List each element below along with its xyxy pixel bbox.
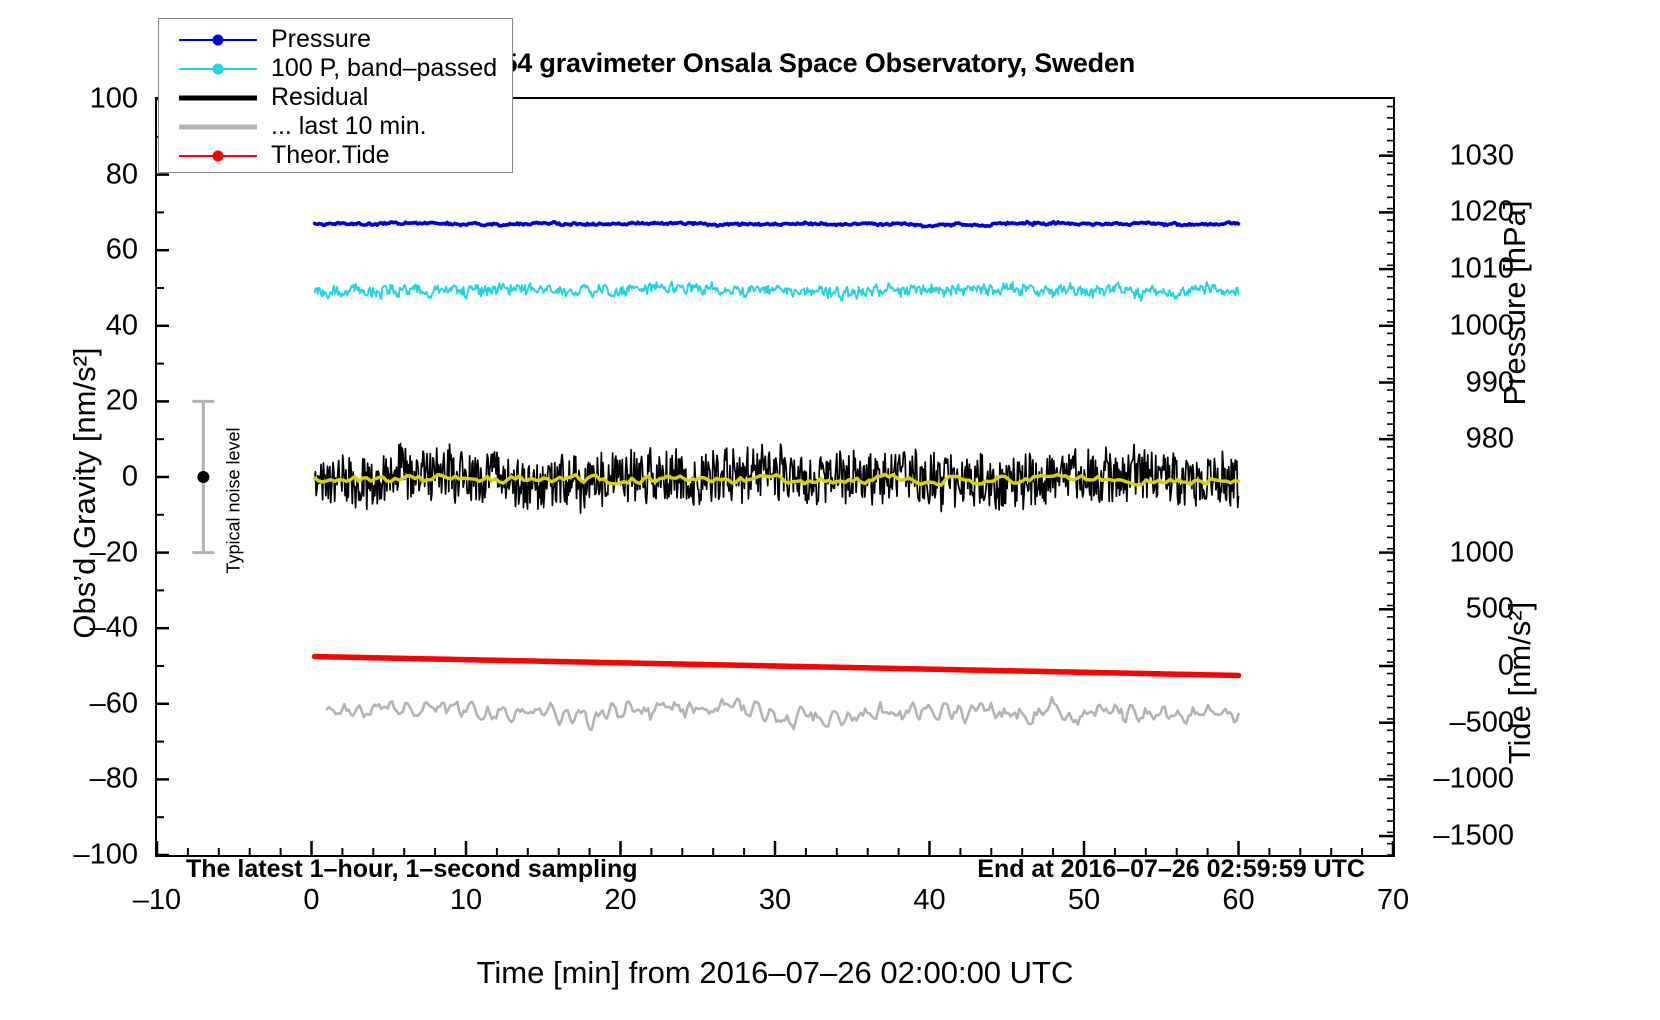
legend-marker-dot bbox=[212, 150, 224, 161]
legend-swatch bbox=[179, 88, 257, 108]
tide-tick-label: –1000 bbox=[1433, 762, 1514, 795]
x-tick-label: 60 bbox=[1222, 884, 1255, 916]
y-tick-label: –80 bbox=[89, 762, 138, 795]
legend-marker-dot bbox=[212, 34, 224, 45]
legend-label: 100 P, band–passed bbox=[271, 54, 498, 82]
legend-label: Theor.Tide bbox=[271, 141, 390, 169]
x-tick-label: –10 bbox=[132, 884, 182, 916]
pressure-tick-label: 1010 bbox=[1449, 252, 1514, 285]
legend-label: ... last 10 min. bbox=[271, 112, 427, 140]
legend: Pressure 100 P, band–passed Residual... la… bbox=[158, 18, 513, 173]
legend-swatch bbox=[179, 146, 257, 166]
legend-item: Residual bbox=[159, 83, 512, 112]
legend-swatch bbox=[179, 30, 257, 50]
y-tick-label: 60 bbox=[105, 233, 138, 266]
sampling-note: The latest 1–hour, 1–second sampling bbox=[186, 855, 638, 883]
pressure-tick-label: 1030 bbox=[1449, 139, 1514, 172]
y-tick-label: –20 bbox=[89, 536, 138, 569]
x-tick-label: 50 bbox=[1067, 884, 1101, 916]
legend-item: 100 P, band–passed bbox=[159, 54, 512, 83]
y-tick-label: 40 bbox=[105, 309, 138, 342]
tide-tick-label: 500 bbox=[1465, 592, 1514, 625]
x-axis-title: Time [min] from 2016–07–26 02:00:00 UTC bbox=[476, 955, 1074, 990]
legend-marker-dot bbox=[212, 63, 224, 74]
legend-line bbox=[179, 124, 257, 129]
end-time-note: End at 2016–07–26 02:59:59 UTC bbox=[977, 855, 1365, 883]
series-theor-tide bbox=[311, 653, 1242, 679]
x-tick-label: 10 bbox=[449, 884, 483, 916]
tide-tick-label: 1000 bbox=[1449, 536, 1514, 569]
legend-item: Theor.Tide bbox=[159, 141, 512, 170]
y-tick-label: 100 bbox=[89, 82, 138, 115]
legend-label: Residual bbox=[271, 83, 369, 111]
y-tick-label: –100 bbox=[73, 838, 138, 871]
legend-item: ... last 10 min. bbox=[159, 112, 512, 141]
pressure-tick-label: 1020 bbox=[1449, 195, 1514, 228]
y-tick-label: 20 bbox=[105, 384, 138, 417]
y-tick-label: –60 bbox=[89, 687, 138, 720]
legend-item: Pressure bbox=[159, 25, 512, 54]
pressure-axis-title: Pressure [hPa] bbox=[1497, 200, 1532, 406]
y-tick-label: –40 bbox=[89, 611, 138, 644]
legend-label: Pressure bbox=[271, 25, 372, 53]
series-band-passed bbox=[313, 280, 1240, 302]
series-last-10-min bbox=[325, 696, 1240, 732]
page-title: SCG_054 gravimeter Onsala Space Observat… bbox=[414, 48, 1136, 78]
typical-noise-level-caption: Typical noise level bbox=[223, 427, 244, 574]
x-tick-label: 20 bbox=[604, 884, 637, 916]
tide-tick-label: 0 bbox=[1497, 649, 1514, 682]
pressure-tick-label: 990 bbox=[1465, 366, 1514, 398]
y-tick-label: 80 bbox=[105, 158, 138, 191]
series-residual-smoothed bbox=[312, 472, 1241, 487]
x-tick-label: 30 bbox=[758, 884, 792, 916]
series-pressure bbox=[312, 219, 1241, 229]
legend-swatch bbox=[179, 117, 257, 137]
tide-tick-label: –500 bbox=[1449, 706, 1514, 739]
legend-line bbox=[179, 95, 257, 100]
typical-noise-level-errorbar bbox=[192, 399, 215, 555]
legend-swatch bbox=[179, 59, 257, 79]
y-tick-label: 0 bbox=[121, 460, 138, 493]
series-residual bbox=[313, 442, 1240, 515]
pressure-tick-label: 1000 bbox=[1449, 309, 1514, 342]
plot-canvas bbox=[192, 219, 1242, 732]
pressure-tick-label: 980 bbox=[1465, 422, 1514, 455]
x-tick-label: 70 bbox=[1376, 884, 1410, 916]
x-tick-label: 0 bbox=[303, 884, 320, 916]
plot-area bbox=[155, 97, 1395, 857]
tide-tick-label: –1500 bbox=[1433, 819, 1514, 852]
y-axis-title: Obs’d Gravity [nm/s²] bbox=[67, 347, 102, 639]
x-tick-label: 40 bbox=[913, 884, 946, 916]
tide-axis-title: Tide [nm/s²] bbox=[1502, 601, 1537, 765]
